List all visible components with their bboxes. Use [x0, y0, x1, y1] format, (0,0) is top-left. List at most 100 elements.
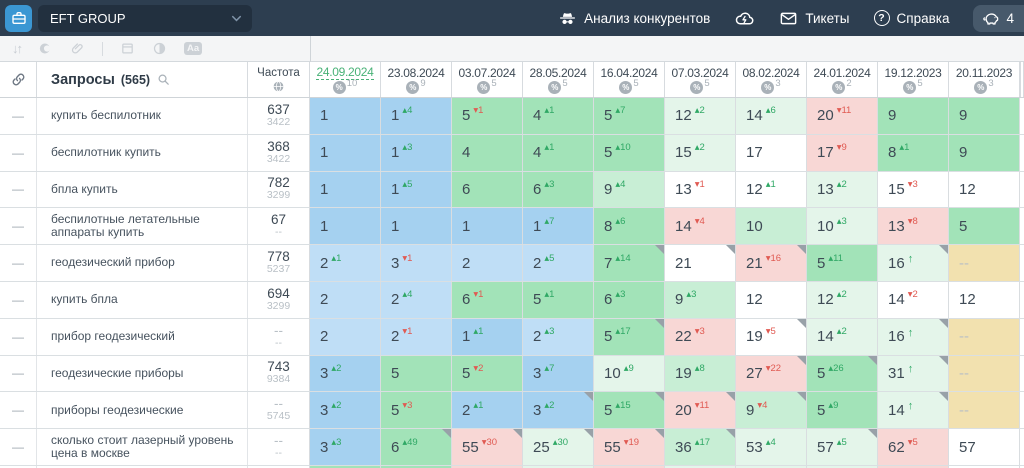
- position-cell[interactable]: 2 ▴4: [381, 281, 452, 318]
- position-cell[interactable]: 53 ▴4: [736, 429, 807, 465]
- nav-item-sync[interactable]: [734, 8, 755, 29]
- position-cell[interactable]: 20 ▾11: [665, 392, 736, 429]
- position-cell[interactable]: 9: [878, 98, 949, 134]
- query-cell[interactable]: сколько стоит лазерный уровень цена в мо…: [37, 429, 248, 465]
- position-cell[interactable]: 15 ▴2: [665, 134, 736, 171]
- contrast-icon[interactable]: [152, 41, 167, 56]
- position-cell[interactable]: 1: [310, 171, 381, 208]
- position-cell[interactable]: 6: [452, 171, 523, 208]
- position-cell[interactable]: 5 ▴9: [807, 392, 878, 429]
- position-cell[interactable]: 5 ▴1: [523, 281, 594, 318]
- date-link[interactable]: 16.04.2024: [600, 65, 658, 80]
- query-cell[interactable]: геодезические приборы: [37, 355, 248, 392]
- position-cell[interactable]: 17 ▾9: [807, 134, 878, 171]
- nav-item-competitors[interactable]: Анализ конкурентов: [558, 9, 710, 28]
- position-cell[interactable]: 27 ▾22: [736, 355, 807, 392]
- position-cell[interactable]: 9 ▴4: [594, 171, 665, 208]
- row-drag-handle[interactable]: —: [0, 281, 37, 318]
- date-link[interactable]: 23.08.2024: [387, 65, 445, 80]
- position-cell[interactable]: --: [949, 392, 1020, 429]
- position-cell[interactable]: 20 ▾11: [807, 98, 878, 134]
- position-cell[interactable]: 14 ▴6: [736, 98, 807, 134]
- paperclip-icon[interactable]: [70, 41, 85, 56]
- position-cell[interactable]: 5 ▴7: [594, 98, 665, 134]
- row-drag-handle[interactable]: —: [0, 134, 37, 171]
- position-cell[interactable]: 2: [452, 245, 523, 281]
- position-cell[interactable]: 55 ▾19: [594, 429, 665, 465]
- position-cell[interactable]: 12 ▴2: [665, 98, 736, 134]
- position-cell[interactable]: 6 ▴3: [594, 281, 665, 318]
- position-cell[interactable]: 3 ▴2: [523, 392, 594, 429]
- project-selector[interactable]: EFT GROUP: [38, 4, 252, 32]
- row-drag-handle[interactable]: —: [0, 392, 37, 429]
- position-cell[interactable]: 6 ▾1: [452, 281, 523, 318]
- calendar-icon[interactable]: [120, 41, 135, 56]
- position-cell[interactable]: 21 ▾16: [736, 245, 807, 281]
- position-cell[interactable]: 10 ▴9: [594, 355, 665, 392]
- position-cell[interactable]: 21: [665, 245, 736, 281]
- query-cell[interactable]: купить беспилотник: [37, 98, 248, 134]
- position-cell[interactable]: 12 ▴2: [807, 281, 878, 318]
- position-cell[interactable]: 12 ▴1: [736, 171, 807, 208]
- position-cell[interactable]: 14 ▾4: [665, 208, 736, 245]
- position-cell[interactable]: 8 ▴6: [594, 208, 665, 245]
- position-cell[interactable]: --: [949, 245, 1020, 281]
- position-cell[interactable]: 14 ↑: [878, 392, 949, 429]
- position-cell[interactable]: 57 ▴5: [807, 429, 878, 465]
- position-cell[interactable]: 3 ▴2: [310, 392, 381, 429]
- position-cell[interactable]: 1: [310, 134, 381, 171]
- frequency-column-header[interactable]: Частота: [248, 62, 310, 97]
- date-link[interactable]: 07.03.2024: [671, 65, 729, 80]
- position-cell[interactable]: 1 ▴4: [381, 98, 452, 134]
- position-cell[interactable]: 5 ▾3: [381, 392, 452, 429]
- row-drag-handle[interactable]: —: [0, 208, 37, 245]
- position-cell[interactable]: 19 ▴8: [665, 355, 736, 392]
- position-cell[interactable]: 15 ▾3: [878, 171, 949, 208]
- position-cell[interactable]: 13 ▴2: [807, 171, 878, 208]
- position-cell[interactable]: --: [949, 355, 1020, 392]
- query-cell[interactable]: бпла купить: [37, 171, 248, 208]
- position-cell[interactable]: 31 ↑: [878, 355, 949, 392]
- position-cell[interactable]: 25 ▴30: [523, 429, 594, 465]
- position-cell[interactable]: 1 ▴1: [452, 318, 523, 355]
- position-cell[interactable]: 17: [736, 134, 807, 171]
- position-cell[interactable]: 5 ▴11: [807, 245, 878, 281]
- font-size-icon[interactable]: Aa: [184, 42, 203, 55]
- position-cell[interactable]: 5 ▴10: [594, 134, 665, 171]
- date-link[interactable]: 28.05.2024: [529, 65, 587, 80]
- position-cell[interactable]: 57: [949, 429, 1020, 465]
- sort-icon[interactable]: ↓↑: [12, 41, 23, 56]
- row-drag-handle[interactable]: —: [0, 171, 37, 208]
- position-cell[interactable]: 3 ▴3: [310, 429, 381, 465]
- position-cell[interactable]: 12: [736, 281, 807, 318]
- date-link[interactable]: 08.02.2024: [742, 65, 800, 80]
- position-cell[interactable]: 4: [452, 134, 523, 171]
- position-cell[interactable]: 2 ▴3: [523, 318, 594, 355]
- position-cell[interactable]: 5 ▾1: [452, 98, 523, 134]
- date-link[interactable]: 03.07.2024: [458, 65, 516, 80]
- position-cell[interactable]: 5: [949, 208, 1020, 245]
- position-cell[interactable]: 1 ▴3: [381, 134, 452, 171]
- position-cell[interactable]: 3 ▴2: [310, 355, 381, 392]
- position-cell[interactable]: 5 ▴15: [594, 392, 665, 429]
- position-cell[interactable]: 2: [310, 318, 381, 355]
- position-cell[interactable]: 7 ▴14: [594, 245, 665, 281]
- query-cell[interactable]: беспилотные летательные аппараты купить: [37, 208, 248, 245]
- app-logo[interactable]: [5, 4, 32, 32]
- position-cell[interactable]: 1: [310, 98, 381, 134]
- position-cell[interactable]: 19 ▾5: [736, 318, 807, 355]
- position-cell[interactable]: 2: [310, 281, 381, 318]
- position-cell[interactable]: 4 ▴1: [523, 134, 594, 171]
- position-cell[interactable]: 1: [452, 208, 523, 245]
- position-cell[interactable]: 9 ▴3: [665, 281, 736, 318]
- position-cell[interactable]: 13 ▾8: [878, 208, 949, 245]
- position-cell[interactable]: 5 ▾2: [452, 355, 523, 392]
- row-drag-handle[interactable]: —: [0, 98, 37, 134]
- query-cell[interactable]: приборы геодезические: [37, 392, 248, 429]
- position-cell[interactable]: 36 ▴17: [665, 429, 736, 465]
- nav-item-tickets[interactable]: Тикеты: [779, 9, 850, 28]
- target-circle-icon[interactable]: [38, 41, 53, 56]
- position-cell[interactable]: 2 ▾1: [381, 318, 452, 355]
- position-cell[interactable]: 1 ▴7: [523, 208, 594, 245]
- row-drag-handle[interactable]: —: [0, 429, 37, 465]
